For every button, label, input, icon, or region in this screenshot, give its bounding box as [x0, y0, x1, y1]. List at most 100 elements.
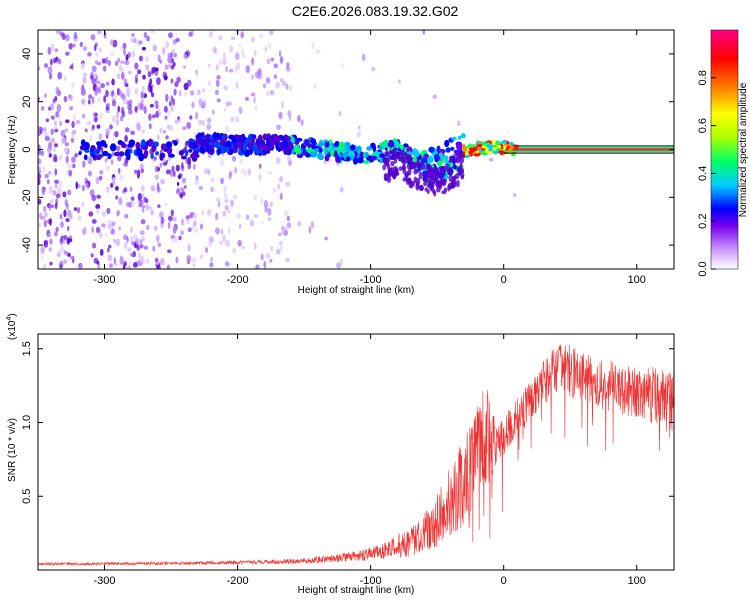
spectrogram-signal-cell [426, 188, 430, 195]
snr-frame [37, 333, 675, 571]
spectrogram-noise-cell [49, 199, 54, 203]
spectrogram-signal-cell [457, 135, 462, 140]
spectrogram-noise-cell [68, 43, 73, 50]
spectrogram-noise-cell [241, 245, 246, 250]
spectrogram-noise-cell [278, 241, 283, 246]
spectrogram-noise-cell [224, 199, 229, 203]
spectrogram-signal-cell [202, 141, 209, 148]
spectrogram-noise-cell [66, 203, 69, 211]
spectrogram-signal-cell [447, 167, 452, 176]
spectrogram-signal-cell [126, 152, 131, 161]
spectrogram-noise-cell [107, 224, 112, 229]
spectrogram-signal-cell [476, 146, 482, 150]
spectrogram-noise-cell [130, 37, 134, 43]
spectrogram-signal-cell [136, 147, 143, 156]
spectrogram-signal-cell [107, 153, 112, 160]
spectrogram-signal-cell [269, 139, 276, 146]
spectrogram-signal-cell [113, 151, 120, 157]
spectrogram-noise-cell [190, 90, 195, 96]
spectrogram-noise-cell [120, 93, 126, 100]
spectrogram-noise-cell [72, 163, 76, 169]
spectrogram-y-ticks: -40 -20 0 20 40 [21, 48, 674, 253]
spectrogram-noise-cell [53, 154, 58, 159]
spectrogram-noise-cell [90, 253, 94, 258]
spectrogram-noise-cell [65, 51, 70, 56]
spectrogram-noise-cell [311, 41, 315, 50]
spectrogram-noise-cell [131, 241, 135, 246]
spectrogram-noise-cell [159, 128, 162, 135]
spectrogram-noise-cell [118, 167, 121, 174]
spectrogram-noise-cell [99, 248, 104, 256]
spectrogram-signal-cell [197, 138, 204, 143]
spectrogram-noise-cell [126, 265, 132, 269]
spectrogram-signal-cell [311, 144, 316, 150]
spectrogram-signal-cell [304, 139, 311, 147]
spectrogram-signal-cell [237, 141, 245, 148]
spectrogram-noise-cell [183, 185, 187, 189]
spectrogram-noise-cell [125, 87, 131, 95]
spectrogram-noise-cell [192, 220, 197, 227]
spectrogram-signal-cell [280, 135, 287, 142]
spectrogram-noise-cell [251, 57, 255, 66]
spectrogram-noise-cell [79, 263, 84, 269]
spectrogram-noise-cell [218, 58, 223, 66]
spectrogram-noise-cell [38, 158, 42, 165]
spectrogram-noise-cell [170, 105, 174, 112]
spectrogram-signal-cell [423, 180, 427, 187]
spectrogram-noise-cell [47, 145, 52, 154]
spectrogram-noise-cell [153, 225, 158, 232]
spectrogram-noise-cell [198, 98, 203, 106]
spectrogram-signal-cell [166, 146, 173, 155]
spectrogram-noise-cell [72, 129, 77, 135]
spectrogram-noise-cell [212, 46, 217, 53]
spectrogram-x-tick-label: -100 [360, 274, 382, 286]
spectrogram-noise-cell [132, 262, 138, 268]
spectrogram-noise-cell [44, 173, 49, 179]
spectrogram-noise-cell [107, 60, 111, 67]
spectrogram-noise-cell [289, 85, 292, 92]
spectrogram-noise-cell [176, 76, 181, 83]
spectrogram-noise-cell [219, 240, 223, 246]
spectrogram-signal-cell [285, 136, 292, 141]
spectrogram-noise-cell [297, 221, 302, 227]
spectrogram-noise-cell [264, 46, 268, 53]
spectrogram-noise-cell [207, 80, 212, 86]
colorbar-tick-label: 0.0 [697, 261, 709, 276]
spectrogram-noise-cell [147, 70, 152, 78]
spectrogram-signal-cell [433, 190, 437, 197]
spectrogram-noise-cell [432, 94, 438, 99]
figure-title: C2E6.2026.083.19.32.G02 [292, 3, 459, 19]
spectrogram-noise-cell [171, 237, 175, 244]
spectrogram-noise-cell [297, 114, 301, 123]
spectrogram-noise-cell [215, 212, 219, 221]
spectrogram-noise-cell [38, 173, 42, 180]
spectrogram-noise-cell [140, 163, 144, 170]
spectrogram-noise-cell [105, 56, 109, 65]
spectrogram-noise-cell [116, 111, 119, 119]
spectrogram-noise-cell [512, 193, 517, 197]
spectrogram-noise-cell [159, 257, 165, 266]
spectrogram-signal-cell [78, 151, 82, 156]
spectrogram-signal-cell [444, 174, 449, 180]
spectrogram-noise-cell [68, 94, 73, 102]
spectrogram-noise-cell [86, 120, 92, 126]
spectrogram-signal-cell [290, 137, 296, 144]
spectrogram-noise-cell [122, 98, 128, 105]
spectrogram-noise-cell [186, 79, 192, 87]
spectrogram-noise-cell [109, 39, 114, 46]
spectrogram-noise-cell [63, 250, 67, 255]
spectrogram-signal-cell [472, 147, 478, 151]
spectrogram-noise-cell [64, 142, 70, 147]
spectrogram-noise-cell [128, 109, 133, 115]
spectrogram-noise-cell [53, 120, 58, 126]
spectrogram-noise-cell [159, 59, 163, 64]
spectrogram-noise-cell [456, 120, 461, 127]
spectrogram-signal-cell [363, 160, 370, 164]
spectrogram-noise-cell [44, 211, 48, 218]
spectrogram-signal-cell [184, 149, 189, 157]
spectrogram-noise-cell [130, 199, 135, 208]
spectrogram-noise-cell [286, 215, 291, 222]
snr-series-line [38, 344, 674, 567]
spectrogram-noise-cell [308, 226, 312, 234]
